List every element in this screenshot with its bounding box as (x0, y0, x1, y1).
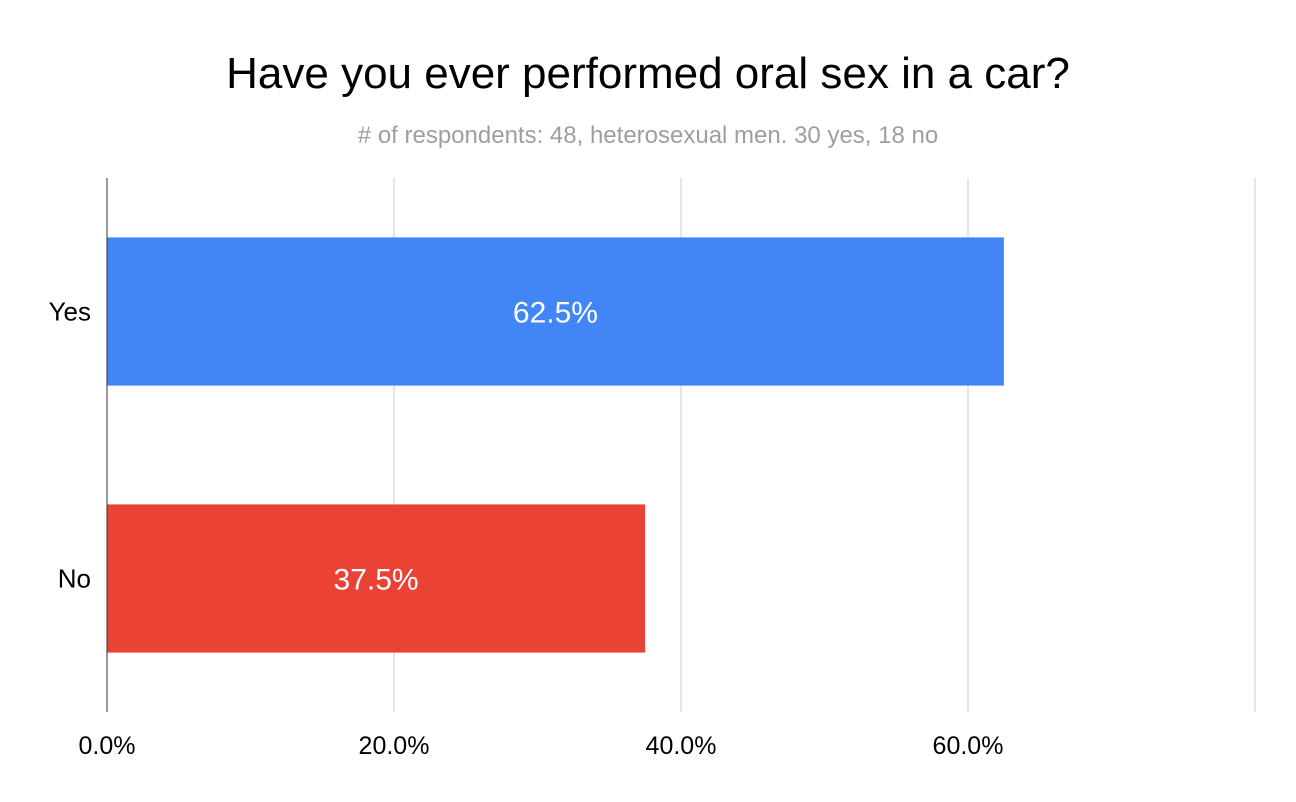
bar-no (107, 504, 646, 653)
category-label-yes: Yes (49, 297, 91, 327)
chart-subtitle: # of respondents: 48, heterosexual men. … (358, 122, 938, 149)
y-axis-categories: Yes No (49, 297, 91, 594)
x-tick-label: 40.0% (646, 732, 717, 760)
bar-yes (107, 237, 1004, 386)
x-tick-label: 60.0% (933, 732, 1004, 760)
x-tick-label: 20.0% (359, 732, 430, 760)
category-label-no: No (58, 564, 91, 594)
data-label-no: 37.5% (334, 564, 419, 597)
x-axis-ticks: 0.0% 20.0% 40.0% 60.0% (79, 732, 1004, 760)
x-tick-label: 0.0% (79, 732, 136, 760)
chart-title: Have you ever performed oral sex in a ca… (226, 49, 1070, 98)
bars: 62.5% 37.5% (107, 237, 1004, 653)
data-label-yes: 62.5% (513, 297, 598, 330)
